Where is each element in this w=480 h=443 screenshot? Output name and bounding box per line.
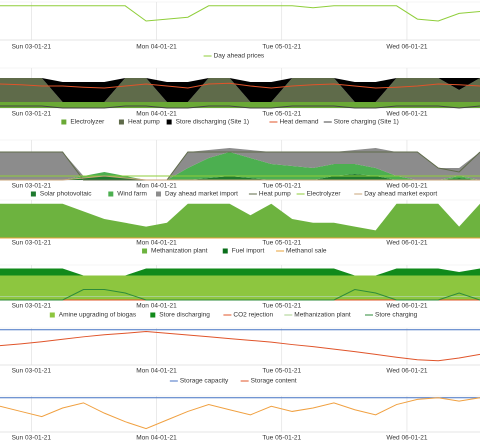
legend-label: Wind farm: [117, 191, 147, 198]
area-series: [0, 78, 480, 102]
legend-swatch: [61, 119, 67, 125]
x-tick-label: Sun 03-01-21: [12, 44, 52, 51]
x-tick-label: Wed 06-01-21: [386, 111, 427, 118]
legend-swatch: [49, 312, 55, 318]
line-series: [0, 397, 480, 430]
legend-swatch: [156, 191, 161, 197]
legend-label: Store discharging: [159, 312, 210, 319]
legend-swatch: [150, 312, 156, 318]
x-tick-label: Mon 04-01-21: [136, 368, 177, 375]
legend-label: Day ahead market import: [165, 191, 238, 198]
x-tick-label: Tue 05-01-21: [262, 111, 301, 118]
chart-panel: Sun 03-01-21 Mon 04-01-21 Tue 05-01-21 Wed …: [0, 264, 480, 319]
legend-swatch: [142, 248, 148, 254]
chart-panel: Sun 03-01-21 Mon 04-01-21 Tue 05-01-21 Wed …: [0, 139, 480, 198]
x-tick-label: Tue 05-01-21: [262, 240, 301, 247]
line-series: [0, 331, 480, 362]
legend-label: Fuel import: [232, 248, 265, 255]
x-tick-label: Tue 05-01-21: [262, 303, 301, 310]
legend-label: Methanization plant: [151, 248, 208, 255]
legend-label: Heat demand: [279, 119, 318, 126]
legend-label: Methanization plant: [294, 312, 351, 319]
line-series: [0, 175, 480, 181]
legend-label: Heat pump: [128, 119, 160, 126]
legend-label: Store charging: [375, 312, 418, 319]
legend-swatch: [108, 191, 114, 197]
x-tick-label: Mon 04-01-21: [136, 111, 177, 118]
line-series: [0, 82, 480, 89]
x-tick-label: Sun 03-01-21: [12, 240, 52, 247]
legend-label: Day ahead market export: [364, 191, 437, 198]
legend-label: Heat pump: [259, 191, 291, 198]
area-series: [0, 152, 480, 180]
chart-panel: Sun 03-01-21 Mon 04-01-21 Tue 05-01-21 Wed …: [0, 327, 480, 385]
legend-label: Storage capacity: [180, 378, 229, 385]
x-tick-label: Sun 03-01-21: [12, 368, 52, 375]
legend-label: Day ahead prices: [214, 53, 265, 60]
x-tick-label: Tue 05-01-21: [262, 368, 301, 375]
legend-label: Solar photovoltaic: [40, 191, 92, 198]
legend-swatch: [30, 191, 36, 197]
x-tick-label: Sun 03-01-21: [12, 183, 52, 190]
x-tick-label: Sun 03-01-21: [12, 435, 52, 442]
x-tick-label: Tue 05-01-21: [262, 435, 301, 442]
x-tick-label: Mon 04-01-21: [136, 240, 177, 247]
x-tick-label: Wed 06-01-21: [386, 303, 427, 310]
legend-label: Store charging (Site 1): [334, 119, 399, 126]
chart-panel: Sun 03-01-21 Mon 04-01-21 Tue 05-01-21 Wed …: [0, 395, 480, 442]
x-tick-label: Mon 04-01-21: [136, 303, 177, 310]
x-tick-label: Tue 05-01-21: [262, 183, 301, 190]
legend-swatch: [118, 119, 124, 125]
x-tick-label: Wed 06-01-21: [386, 435, 427, 442]
legend-label: Methanol sale: [286, 248, 327, 255]
legend-label: CO2 rejection: [233, 312, 273, 319]
x-tick-label: Sun 03-01-21: [12, 111, 52, 118]
x-tick-label: Wed 06-01-21: [386, 240, 427, 247]
area-series: [0, 275, 480, 300]
legend-swatch: [222, 248, 228, 254]
line-series: [0, 288, 480, 301]
area-series: [0, 148, 480, 180]
x-tick-label: Wed 06-01-21: [386, 44, 427, 51]
legend-label: Amine upgrading of biogas: [59, 312, 137, 319]
legend-swatch: [166, 119, 172, 125]
legend-label: Storage content: [251, 378, 297, 385]
x-tick-label: Mon 04-01-21: [136, 183, 177, 190]
chart-panel: Sun 03-01-21 Mon 04-01-21 Tue 05-01-21 Wed …: [0, 199, 480, 255]
chart-panel: Sun 03-01-21 Mon 04-01-21 Tue 05-01-21 Wed …: [0, 67, 480, 126]
line-series: [0, 151, 480, 181]
x-tick-label: Mon 04-01-21: [136, 435, 177, 442]
x-tick-label: Wed 06-01-21: [386, 183, 427, 190]
x-tick-label: Tue 05-01-21: [262, 44, 301, 51]
line-series: [0, 105, 480, 109]
area-series: [0, 268, 480, 276]
line-series: [0, 5, 480, 22]
x-tick-label: Wed 06-01-21: [386, 368, 427, 375]
legend-label: Electrolyzer: [70, 119, 105, 126]
x-tick-label: Mon 04-01-21: [136, 44, 177, 51]
legend-label: Electrolyzer: [307, 191, 342, 198]
area-series: [0, 203, 480, 238]
x-tick-label: Sun 03-01-21: [12, 303, 52, 310]
legend-label: Store discharging (Site 1): [176, 119, 249, 126]
chart-panel: Sun 03-01-21 Mon 04-01-21 Tue 05-01-21 Wed …: [0, 1, 480, 60]
